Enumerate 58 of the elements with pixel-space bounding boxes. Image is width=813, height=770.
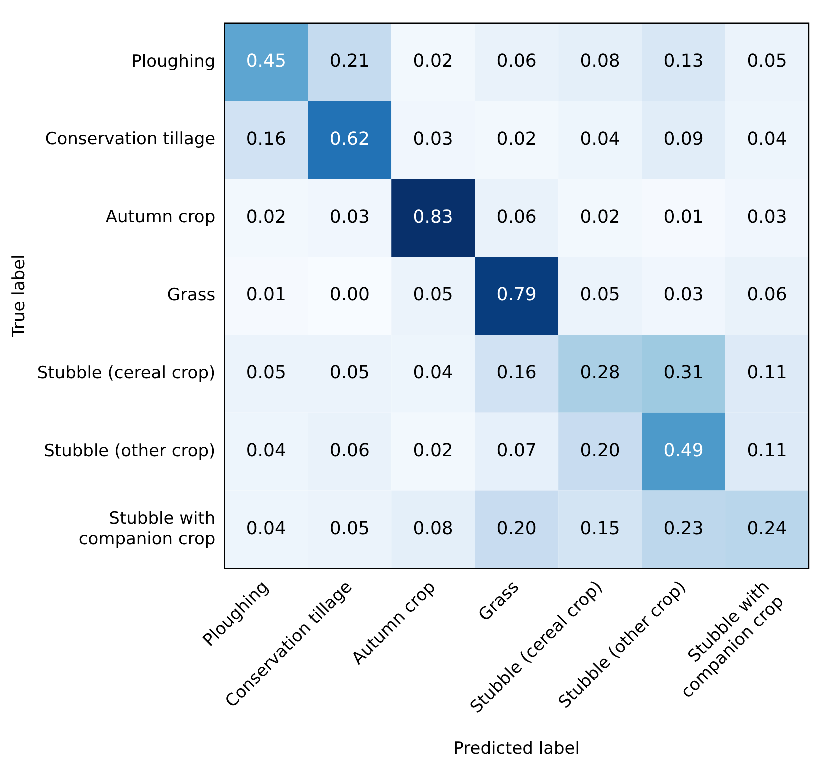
data-label: 0.02 — [496, 128, 537, 150]
data-label: 0.20 — [580, 440, 620, 462]
data-label: 0.05 — [330, 518, 370, 540]
data-label: 0.16 — [496, 362, 537, 384]
y-tick-label: Stubble with companion crop — [78, 508, 216, 550]
data-label: 0.06 — [496, 51, 537, 72]
data-label: 0.05 — [330, 362, 370, 384]
y-tick-label: Stubble (cereal crop) — [37, 363, 216, 384]
data-label: 0.07 — [496, 440, 537, 462]
data-label: 0.01 — [664, 206, 704, 228]
data-label: 0.11 — [747, 362, 788, 384]
data-label: 0.28 — [580, 362, 620, 384]
data-label: 0.45 — [246, 51, 286, 72]
data-label: 0.00 — [330, 284, 370, 306]
data-label: 0.11 — [747, 440, 788, 462]
y-tick-label: Grass — [167, 285, 216, 306]
data-label: 0.79 — [496, 284, 537, 306]
data-label: 0.01 — [246, 284, 286, 306]
data-label: 0.21 — [330, 51, 370, 72]
data-label: 0.23 — [664, 518, 704, 540]
data-label: 0.03 — [413, 128, 454, 150]
y-tick-label: Stubble (other crop) — [44, 441, 216, 462]
data-label: 0.20 — [496, 518, 537, 540]
data-label: 0.02 — [246, 206, 286, 228]
data-label: 0.62 — [330, 128, 370, 150]
data-label: 0.06 — [496, 206, 537, 228]
data-label: 0.08 — [413, 518, 454, 540]
data-label: 0.03 — [330, 206, 370, 228]
data-label: 0.08 — [580, 51, 620, 72]
data-label: 0.04 — [246, 518, 286, 540]
y-tick-label: Conservation tillage — [45, 130, 216, 150]
data-label: 0.02 — [580, 206, 620, 228]
data-label: 0.16 — [246, 128, 286, 150]
data-label: 0.15 — [580, 518, 620, 540]
data-label: 0.13 — [664, 51, 704, 72]
data-label: 0.04 — [413, 362, 454, 384]
data-label: 0.05 — [747, 51, 788, 72]
y-tick-label: Ploughing — [132, 52, 216, 72]
data-label: 0.05 — [580, 284, 620, 306]
data-label: 0.04 — [580, 128, 620, 150]
data-label: 0.06 — [747, 284, 788, 306]
data-label: 0.04 — [747, 128, 788, 150]
data-label: 0.02 — [413, 51, 454, 72]
x-axis-title: Predicted label — [454, 739, 580, 760]
data-label: 0.24 — [747, 518, 788, 540]
data-label: 0.06 — [330, 440, 370, 462]
data-label: 0.31 — [664, 362, 704, 384]
data-label: 0.03 — [747, 206, 788, 228]
data-label: 0.05 — [413, 284, 454, 306]
data-label: 0.04 — [246, 440, 286, 462]
data-label: 0.49 — [664, 440, 704, 462]
y-axis-title: True label — [10, 254, 30, 338]
data-label: 0.09 — [664, 128, 704, 150]
data-label: 0.02 — [413, 440, 454, 462]
y-tick-label: Autumn crop — [106, 208, 216, 228]
data-label: 0.03 — [664, 284, 704, 306]
data-label: 0.83 — [413, 206, 454, 228]
data-label: 0.05 — [246, 362, 286, 384]
